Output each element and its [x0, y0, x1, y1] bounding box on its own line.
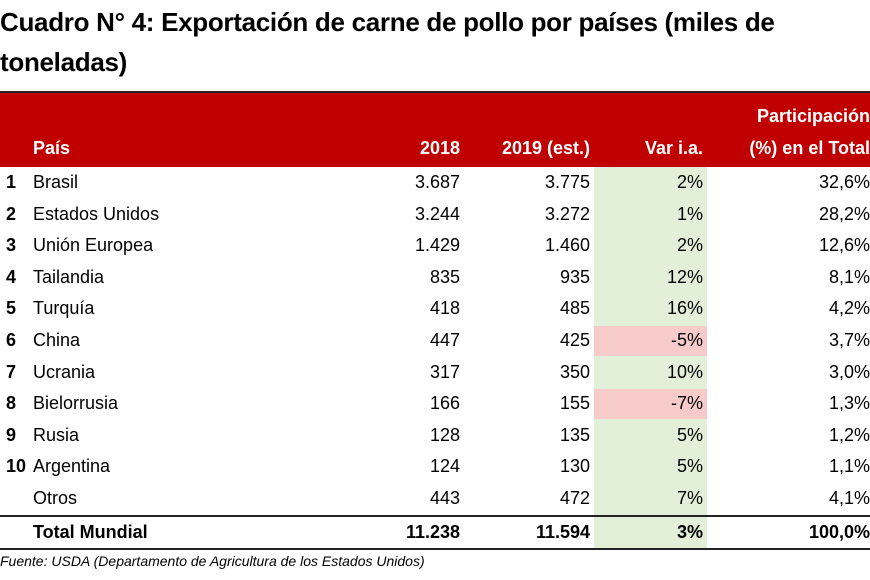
row-participation: 3,0% [828, 361, 870, 382]
row-value-2018: 3.244 [414, 203, 460, 224]
row-rank: 7 [6, 361, 17, 382]
row-var: 5% [676, 424, 703, 445]
export-table: País 2018 2019 (est.) Var i.a. Participa… [0, 91, 870, 551]
row-var: 2% [676, 172, 703, 192]
table-row: 2 Estados Unidos 3.244 3.272 1% 28,2% [0, 199, 870, 231]
table-row: 3 Unión Europea 1.429 1.460 2% 12,6% [0, 230, 870, 262]
header-participation-line1: Participación [756, 106, 870, 126]
row-var: 10% [666, 361, 703, 382]
row-value-2018: 3.687 [414, 172, 460, 192]
row-rank: 2 [6, 203, 17, 224]
table-row: 5 Turquía 418 485 16% 4,2% [0, 293, 870, 325]
source-note: Fuente: USDA (Departamento de Agricultur… [0, 553, 425, 569]
table-row: 4 Tailandia 835 935 12% 8,1% [0, 262, 870, 294]
row-value-2018: 128 [429, 424, 460, 445]
row-country: Ucrania [33, 361, 96, 382]
total-label: Total Mundial [33, 521, 148, 542]
row-value-2019: 485 [559, 298, 590, 319]
row-value-2019: 3.775 [544, 172, 590, 192]
row-rank: 3 [6, 235, 17, 256]
row-participation: 4,2% [828, 298, 870, 319]
row-country: Turquía [33, 298, 95, 319]
table-row: 9 Rusia 128 135 5% 1,2% [0, 420, 870, 452]
row-participation: 3,7% [828, 329, 870, 350]
header-country: País [33, 138, 71, 158]
total-2019: 11.594 [535, 521, 590, 542]
table-row: 6 China 447 425 -5% 3,7% [0, 325, 870, 357]
row-participation: 12,6% [818, 235, 870, 256]
row-country: Bielorrusia [33, 393, 119, 414]
row-participation: 32,6% [818, 172, 870, 192]
header-var: Var i.a. [644, 138, 703, 158]
row-rank: 4 [6, 266, 17, 287]
row-country: Brasil [33, 172, 79, 192]
row-value-2019: 3.272 [544, 203, 590, 224]
header-2019: 2019 (est.) [501, 138, 590, 158]
row-country: Rusia [33, 424, 80, 445]
row-value-2019: 935 [559, 266, 590, 287]
row-var: 2% [676, 235, 703, 256]
row-value-2018: 166 [429, 393, 460, 414]
total-participation: 100,0% [808, 521, 870, 542]
row-value-2018: 317 [429, 361, 460, 382]
row-value-2019: 425 [559, 329, 590, 350]
table-title: Cuadro N° 4: Exportación de carne de pol… [0, 7, 775, 77]
row-var: 7% [676, 487, 703, 508]
table-body: 1 Brasil 3.687 3.775 2% 32,6% 2 Estados Unidos 3… [0, 167, 870, 551]
row-var: 1% [676, 203, 703, 224]
total-var: 3% [676, 521, 703, 542]
row-rank: 1 [6, 172, 17, 192]
table-row: Otros 443 472 7% 4,1% [0, 483, 870, 515]
row-country: Unión Europea [33, 235, 154, 256]
table-row: 10 Argentina 124 130 5% 1,1% [0, 451, 870, 483]
row-value-2018: 1.429 [414, 235, 460, 256]
table-row: 8 Bielorrusia 166 155 -7% 1,3% [0, 388, 870, 420]
row-rank: 6 [6, 329, 17, 350]
row-value-2018: 443 [429, 487, 460, 508]
row-rank: 9 [6, 424, 17, 445]
row-value-2019: 155 [559, 393, 590, 414]
row-participation: 1,3% [828, 393, 870, 414]
row-rank: 10 [6, 456, 27, 477]
row-country: Estados Unidos [33, 203, 160, 224]
row-country: Argentina [33, 456, 111, 477]
row-var: -5% [670, 329, 703, 350]
row-value-2019: 1.460 [544, 235, 590, 256]
table-row: 7 Ucrania 317 350 10% 3,0% [0, 357, 870, 389]
row-var: 12% [666, 266, 703, 287]
row-var: 16% [666, 298, 703, 319]
row-rank: 5 [6, 298, 17, 319]
row-participation: 1,1% [828, 456, 870, 477]
row-participation: 8,1% [828, 266, 870, 287]
row-value-2018: 124 [429, 456, 460, 477]
row-value-2018: 835 [429, 266, 460, 287]
row-participation: 28,2% [818, 203, 870, 224]
row-country: Tailandia [33, 266, 105, 287]
negative-var-highlight [594, 389, 707, 420]
row-var: -7% [670, 393, 703, 414]
negative-var-highlight [594, 325, 707, 356]
table-row: 1 Brasil 3.687 3.775 2% 32,6% [0, 167, 870, 199]
row-participation: 4,1% [828, 487, 870, 508]
row-value-2018: 418 [429, 298, 460, 319]
row-value-2019: 350 [559, 361, 590, 382]
row-value-2018: 447 [429, 329, 460, 350]
row-rank: 8 [6, 393, 17, 414]
row-participation: 1,2% [828, 424, 870, 445]
row-value-2019: 472 [559, 487, 590, 508]
row-country: Otros [33, 487, 78, 508]
table-header: País 2018 2019 (est.) Var i.a. Participa… [0, 93, 870, 167]
total-2018: 11.238 [405, 521, 460, 542]
row-country: China [33, 329, 81, 350]
total-row: Total Mundial 11.238 11.594 3% 100,0% [0, 514, 870, 551]
header-2018: 2018 [419, 138, 460, 158]
row-value-2019: 130 [559, 456, 590, 477]
row-value-2019: 135 [559, 424, 590, 445]
var-column-highlight [594, 167, 707, 551]
row-var: 5% [676, 456, 703, 477]
header-participation-line2: (%) en el Total [749, 138, 870, 158]
